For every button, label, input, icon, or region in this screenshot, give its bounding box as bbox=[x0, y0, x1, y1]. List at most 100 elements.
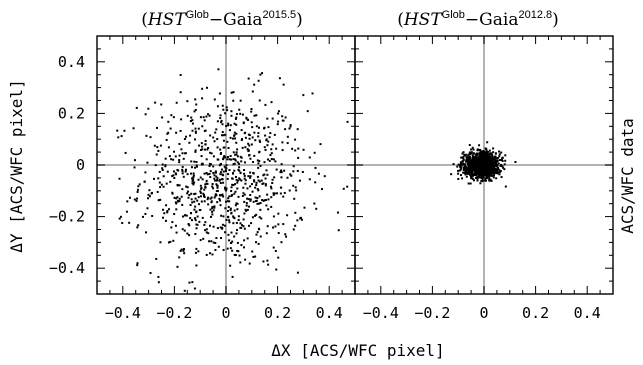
left-scatter-point bbox=[186, 173, 189, 176]
right-scatter-point bbox=[486, 152, 489, 155]
left-scatter-point bbox=[244, 136, 247, 139]
right-scatter-point bbox=[478, 144, 481, 147]
left-scatter-point bbox=[179, 249, 182, 252]
left-scatter-point bbox=[252, 161, 255, 164]
left-scatter-point bbox=[233, 253, 236, 256]
right-scatter-point bbox=[498, 155, 501, 158]
left-scatter-point bbox=[218, 92, 221, 95]
left-scatter-point bbox=[172, 174, 175, 177]
left-scatter-point bbox=[238, 169, 241, 172]
right-scatter-point bbox=[472, 155, 474, 158]
left-scatter-point bbox=[258, 99, 261, 102]
left-scatter-point bbox=[189, 212, 192, 215]
left-scatter-point bbox=[181, 170, 184, 173]
left-scatter-point bbox=[136, 264, 139, 267]
left-scatter-point bbox=[187, 223, 190, 226]
left-scatter-point bbox=[201, 178, 204, 181]
right-scatter-point bbox=[481, 178, 484, 181]
left-scatter-point bbox=[230, 158, 233, 161]
right-scatter-point bbox=[484, 160, 487, 163]
left-scatter-point bbox=[173, 150, 176, 153]
left-x-tick-label: 0 bbox=[221, 304, 230, 322]
left-scatter-point bbox=[247, 175, 250, 178]
left-scatter-point bbox=[222, 170, 225, 173]
left-scatter-point bbox=[201, 97, 204, 100]
right-scatter-point bbox=[484, 171, 487, 174]
left-x-tick-label: 0.2 bbox=[264, 304, 291, 322]
left-scatter-point bbox=[169, 240, 172, 243]
left-scatter-point bbox=[257, 179, 260, 182]
right-scatter-point bbox=[480, 171, 483, 174]
left-scatter-point bbox=[257, 79, 260, 82]
left-scatter-point bbox=[156, 190, 159, 193]
right-scatter-point bbox=[472, 163, 475, 166]
left-scatter-point bbox=[231, 177, 234, 180]
left-scatter-point bbox=[246, 118, 249, 121]
right-scatter-point bbox=[460, 156, 463, 159]
right-scatter-point bbox=[478, 164, 481, 167]
left-scatter-point bbox=[267, 198, 270, 201]
right-scatter-point bbox=[494, 152, 497, 155]
left-scatter-point bbox=[336, 211, 339, 214]
left-scatter-point bbox=[171, 221, 174, 224]
right-scatter-point bbox=[478, 161, 481, 164]
right-scatter-point bbox=[491, 171, 494, 174]
left-scatter-point bbox=[276, 192, 279, 195]
left-scatter-point bbox=[255, 200, 258, 203]
left-scatter-point bbox=[137, 185, 140, 188]
left-scatter-point bbox=[220, 119, 223, 122]
right-scatter-point bbox=[470, 152, 473, 155]
left-scatter-point bbox=[211, 210, 214, 213]
left-scatter-point bbox=[217, 68, 220, 71]
left-scatter-point bbox=[195, 211, 198, 214]
left-scatter-point bbox=[257, 135, 260, 138]
left-scatter-point bbox=[216, 227, 219, 230]
left-scatter-point bbox=[239, 99, 242, 102]
left-scatter-point bbox=[243, 200, 246, 203]
left-scatter-point bbox=[248, 134, 251, 137]
left-scatter-point bbox=[222, 139, 225, 142]
left-scatter-point bbox=[160, 103, 163, 106]
left-scatter-point bbox=[259, 235, 262, 238]
left-scatter-point bbox=[222, 174, 225, 177]
left-scatter-point bbox=[143, 180, 146, 183]
left-scatter-point bbox=[234, 183, 237, 186]
left-scatter-point bbox=[210, 240, 213, 243]
right-scatter-point bbox=[450, 173, 453, 176]
left-scatter-point bbox=[239, 112, 242, 115]
right-scatter-point bbox=[462, 162, 465, 165]
left-scatter-point bbox=[216, 120, 219, 123]
right-scatter-point bbox=[476, 162, 478, 165]
left-scatter-point bbox=[252, 255, 255, 258]
left-scatter-point bbox=[173, 213, 176, 216]
left-scatter-point bbox=[161, 116, 164, 119]
right-scatter-point bbox=[492, 164, 495, 167]
left-scatter-point bbox=[190, 116, 193, 119]
left-scatter-point bbox=[224, 156, 227, 159]
left-scatter-point bbox=[237, 162, 240, 165]
left-scatter-point bbox=[189, 120, 192, 123]
left-scatter-point bbox=[265, 204, 268, 207]
right-scatter-point bbox=[495, 159, 498, 162]
left-scatter-point bbox=[253, 179, 256, 182]
right-scatter-point bbox=[486, 164, 489, 167]
left-scatter-point bbox=[190, 160, 193, 163]
left-scatter-point bbox=[178, 184, 181, 187]
left-scatter-point bbox=[222, 215, 225, 218]
right-scatter-point bbox=[477, 167, 480, 170]
left-x-tick-label: 0.4 bbox=[316, 304, 343, 322]
left-scatter-point bbox=[238, 166, 241, 169]
left-scatter-point bbox=[301, 170, 304, 173]
left-scatter-point bbox=[231, 275, 234, 278]
left-scatter-point bbox=[270, 101, 273, 104]
left-scatter-point bbox=[221, 131, 224, 134]
left-scatter-point bbox=[182, 249, 185, 252]
left-scatter-point bbox=[171, 191, 174, 194]
left-scatter-point bbox=[194, 149, 197, 152]
left-scatter-point bbox=[119, 215, 122, 218]
left-scatter-point bbox=[199, 148, 202, 151]
left-scatter-point bbox=[136, 190, 139, 193]
left-scatter-point bbox=[156, 146, 159, 149]
right-scatter-point bbox=[462, 171, 465, 174]
left-scatter-point bbox=[209, 170, 212, 173]
